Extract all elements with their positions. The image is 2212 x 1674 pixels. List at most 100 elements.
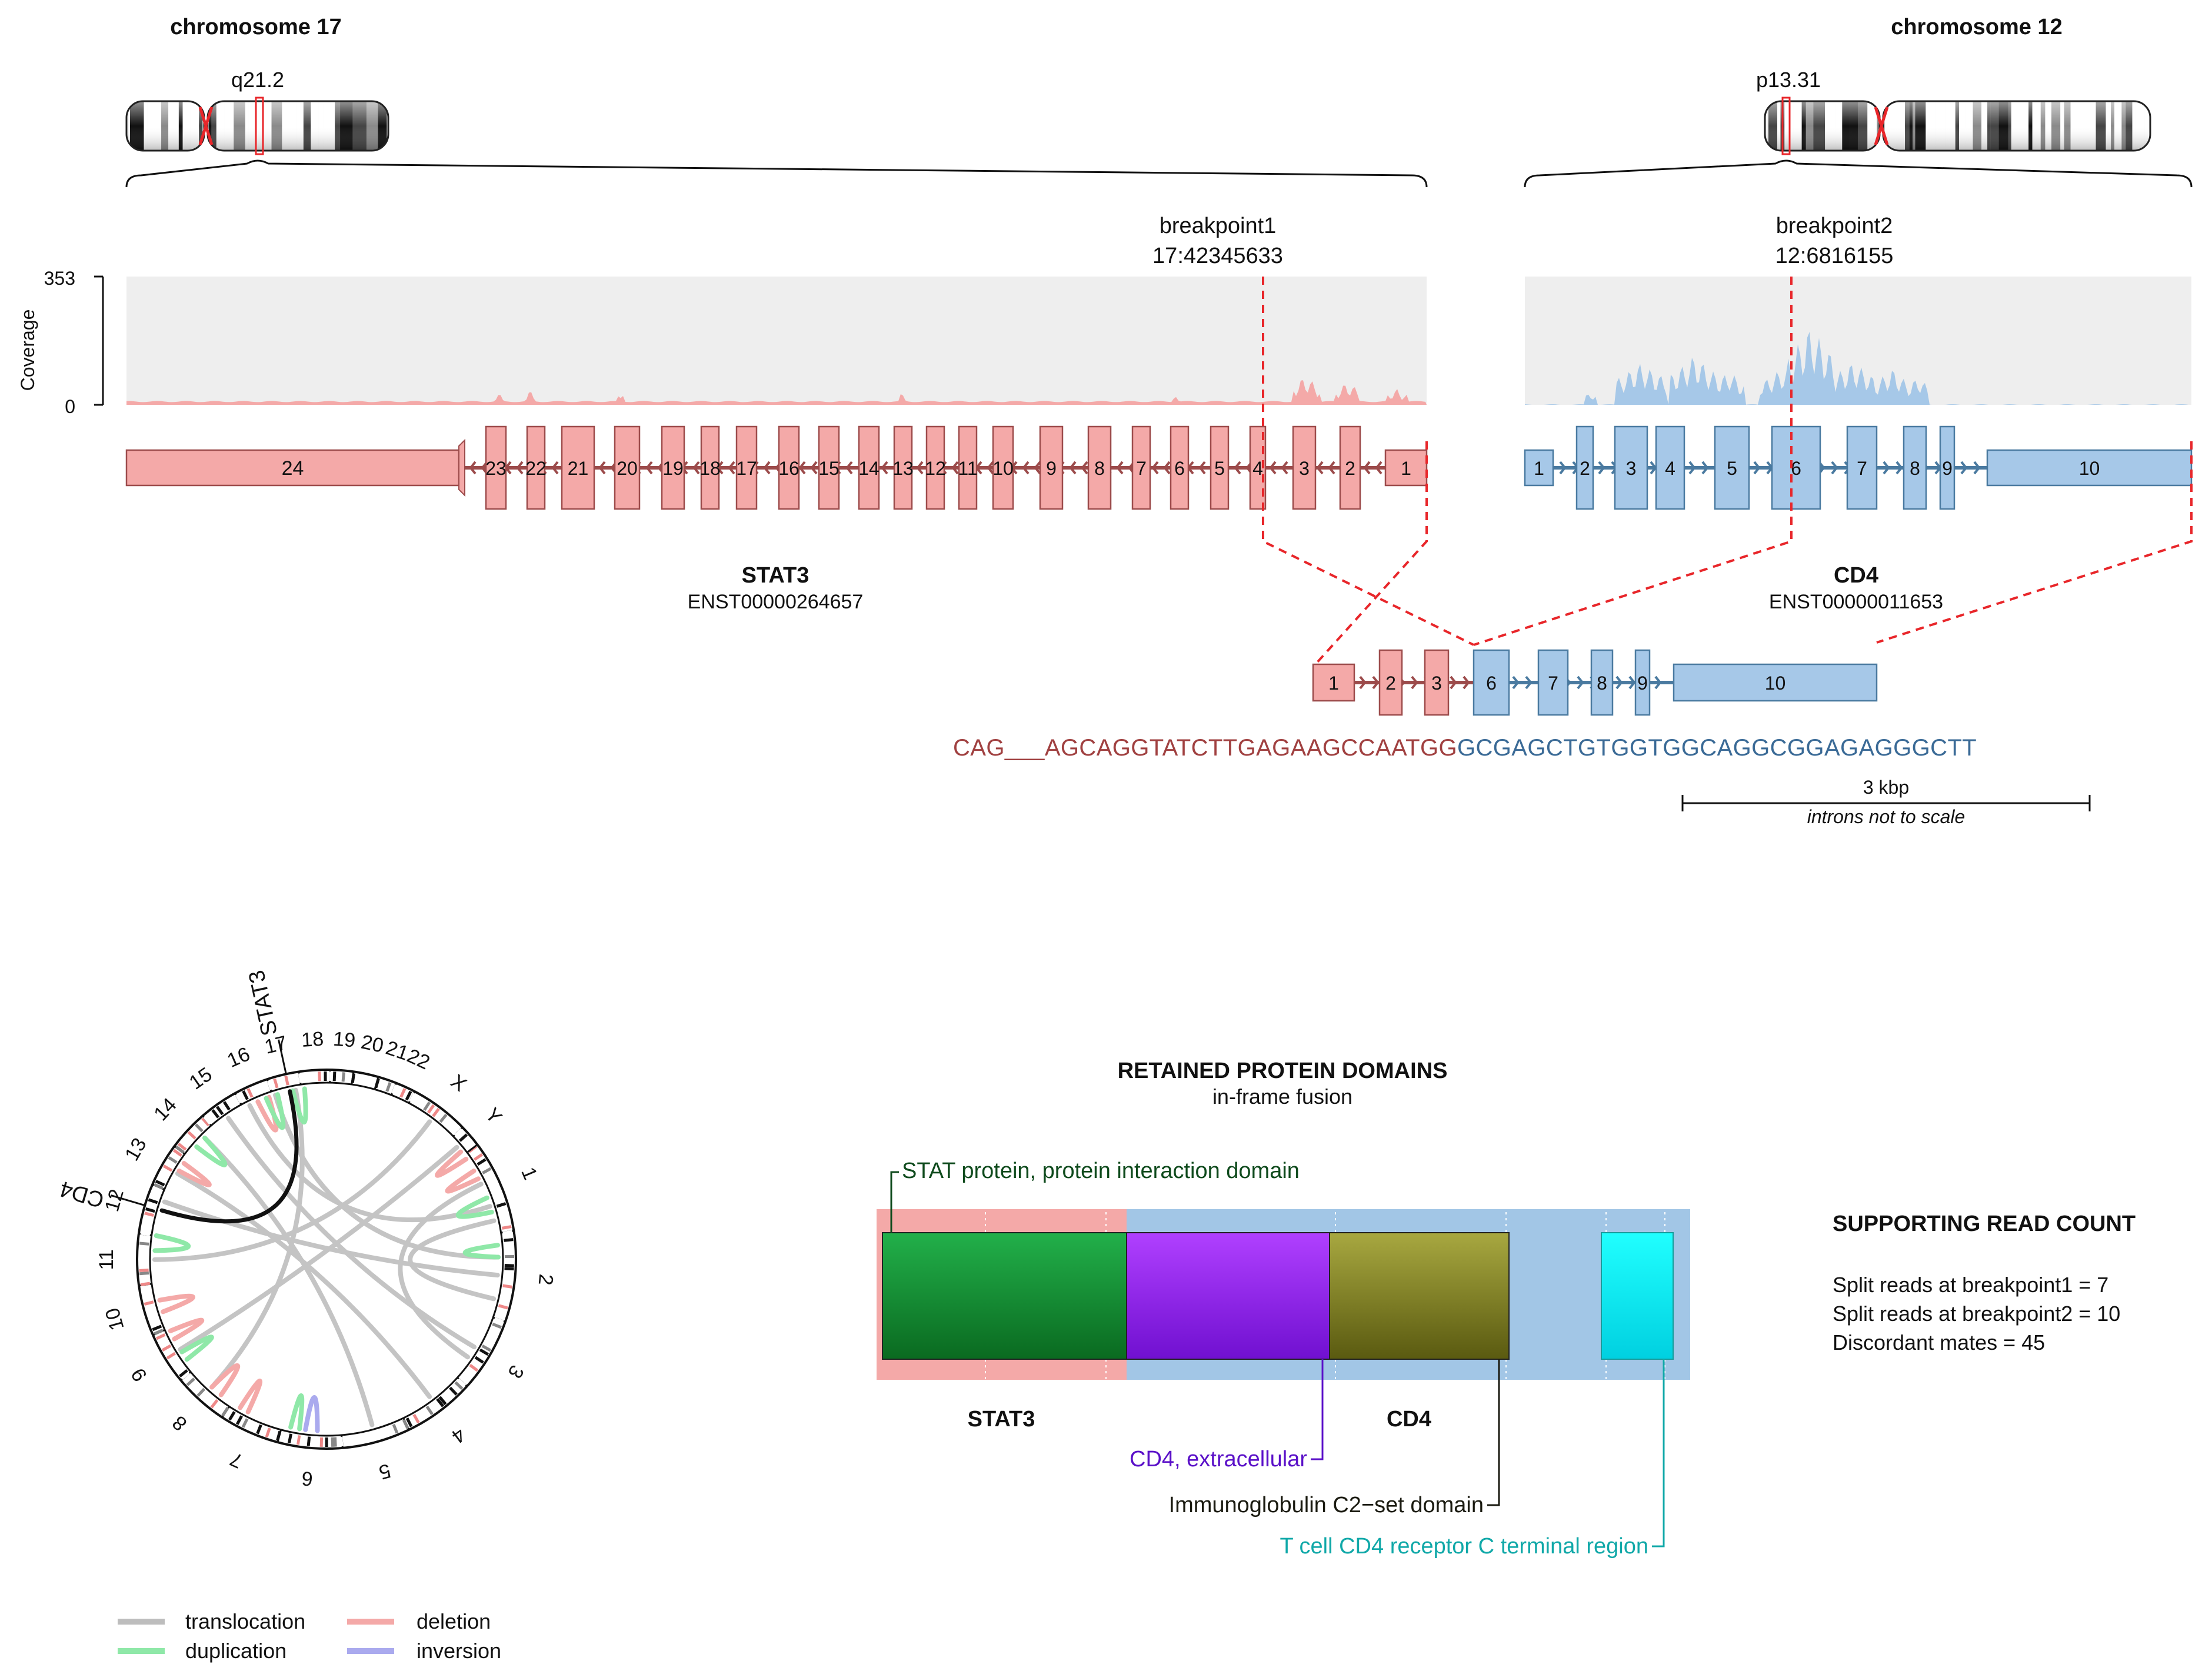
- breakpoint1-label: breakpoint1: [1160, 214, 1277, 238]
- ideogram-p-arm: [1764, 100, 1881, 152]
- circos-band: [250, 1422, 257, 1432]
- circos-band: [398, 1421, 405, 1431]
- domain-cd4-c-terminal: [1601, 1232, 1674, 1360]
- fusion-exon-8: 8: [1590, 649, 1614, 716]
- circos-gene-label-stat3-tick: [278, 1039, 287, 1074]
- strand-chevron: [1598, 461, 1605, 475]
- circos-band: [152, 1324, 162, 1332]
- exon-label: 24: [282, 457, 304, 480]
- circos-legend: translocation deletion duplication inver…: [118, 1609, 501, 1663]
- exon-2: 2: [1575, 425, 1594, 510]
- circos-chr-label-13: 13: [121, 1134, 151, 1165]
- translocation-chord: [408, 1218, 497, 1302]
- circos-chr-label-19: 19: [332, 1028, 357, 1052]
- exon-label: 16: [778, 458, 799, 479]
- circos-band: [156, 1336, 167, 1343]
- exon-4: 4: [1655, 425, 1685, 510]
- translocation-chord: [247, 1103, 492, 1223]
- circos-band: [478, 1161, 488, 1169]
- circos-band: [142, 1220, 152, 1225]
- circos-band: [145, 1305, 155, 1311]
- circos-band: [296, 1435, 301, 1445]
- circos-band: [492, 1192, 503, 1198]
- circos-band: [464, 1370, 474, 1379]
- circos-chr-label-7: 7: [226, 1447, 246, 1472]
- exon-box: [526, 425, 546, 510]
- exon-box: [1524, 449, 1554, 487]
- circos-band: [233, 1094, 241, 1105]
- centromere-mark: [198, 107, 214, 145]
- gene-model-stat3: 24 23 22 21 20 19 18 17 16 15 14 13 12 11 10 9 8 7 6 5 4 3 2 1: [125, 425, 1428, 510]
- exon-box: [1986, 449, 2193, 487]
- ideogram-q-arm: [1882, 100, 2151, 152]
- exon-box: [1312, 663, 1355, 702]
- circos-band: [489, 1184, 500, 1191]
- exon-3: 3: [1292, 425, 1317, 510]
- circos-band: [139, 1242, 149, 1246]
- exon-24: 24: [125, 449, 460, 487]
- circos-band: [175, 1145, 185, 1154]
- gene5-transcript: ENST00000264657: [688, 591, 864, 613]
- circos-band: [431, 1402, 439, 1411]
- circos-chr-label-X: X: [447, 1070, 471, 1096]
- strand-chevron: [1328, 461, 1335, 475]
- exon-20: 20: [614, 425, 641, 510]
- exon-8: 8: [1087, 425, 1112, 510]
- circos-band: [339, 1436, 344, 1447]
- exon-box: [561, 425, 595, 510]
- exon-label: 18: [699, 458, 721, 479]
- circos-band: [161, 1344, 172, 1352]
- exon-box: [1634, 649, 1651, 716]
- exon-label: 10: [1765, 673, 1786, 694]
- exon-box: [1714, 425, 1750, 510]
- circos-band: [158, 1173, 168, 1180]
- chromosome-12-ideogram: [1764, 96, 2151, 155]
- exon-5: 5: [1714, 425, 1750, 510]
- circos-band: [392, 1423, 399, 1434]
- circos-band: [501, 1292, 511, 1297]
- circos-band: [246, 1088, 254, 1098]
- circos-band: [358, 1074, 362, 1084]
- circos-band: [140, 1282, 151, 1286]
- circos-band: [201, 1117, 210, 1127]
- scale-bar: [1681, 795, 2091, 811]
- strand-chevron: [1281, 461, 1288, 475]
- domain-cd4-extracellular: [1126, 1232, 1330, 1360]
- exon-box: [1614, 425, 1648, 510]
- strand-chevron: [1615, 675, 1623, 690]
- strand-chevron: [1883, 461, 1890, 475]
- exon-label: 17: [736, 458, 757, 479]
- circos-band: [196, 1387, 206, 1397]
- strand-chevron: [1151, 461, 1159, 475]
- circos-chr-label-17: 17: [262, 1031, 289, 1059]
- exon-label: 1: [1534, 458, 1544, 479]
- circos-band: [371, 1430, 378, 1441]
- strand-chevron: [645, 461, 653, 475]
- exon-7: 7: [1131, 425, 1151, 510]
- circos-band: [139, 1247, 149, 1251]
- strand-chevron: [1069, 461, 1077, 475]
- legend-inversion-label: inversion: [417, 1639, 501, 1663]
- exon-label: 6: [1174, 458, 1185, 479]
- circos-band: [191, 1382, 200, 1391]
- duplication-chord: [462, 1243, 501, 1260]
- exon-label: 11: [958, 458, 977, 479]
- exon-3: 3: [1614, 425, 1648, 510]
- strand-chevron: [1895, 461, 1903, 475]
- circos-band: [445, 1389, 455, 1399]
- gene3-name: CD4: [1834, 563, 1878, 588]
- exon-box: [1903, 425, 1927, 510]
- circos-band: [139, 1276, 149, 1281]
- circos-outer-ring: [136, 1069, 517, 1450]
- exon-box: [1939, 425, 1956, 510]
- exon-label: 2: [1345, 458, 1355, 479]
- exon-box: [1424, 649, 1450, 716]
- fusion-exon-6: 6: [1473, 649, 1510, 716]
- strand-chevron: [1831, 461, 1838, 475]
- strand-chevron: [1654, 675, 1662, 690]
- exon-label: 14: [858, 458, 880, 479]
- reads-split-bp1: Split reads at breakpoint1 = 7: [1833, 1273, 2108, 1297]
- strand-chevron: [1316, 461, 1324, 475]
- circos-band: [168, 1156, 178, 1164]
